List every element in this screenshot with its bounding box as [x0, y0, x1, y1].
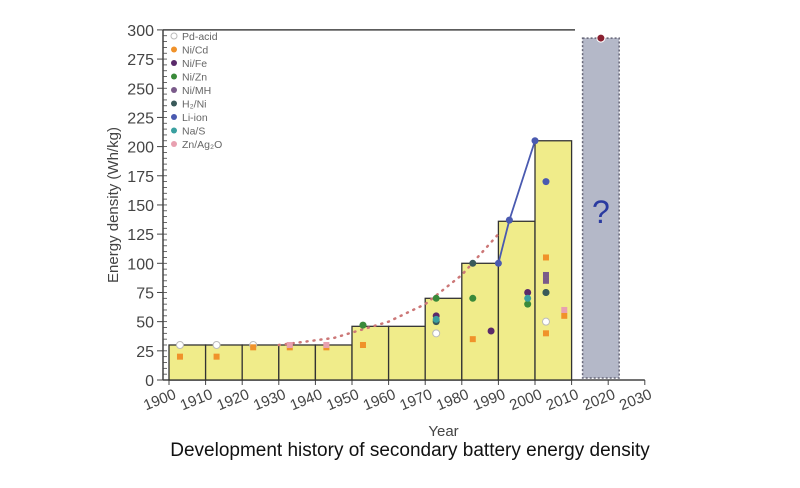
- data-point: [176, 353, 183, 360]
- y-tick-label: 75: [136, 285, 154, 302]
- bar: [204, 344, 243, 381]
- trend-line: [277, 232, 500, 347]
- data-point: [524, 288, 532, 296]
- y-tick-label: 275: [127, 52, 154, 69]
- x-tick-label: 1960: [361, 386, 398, 414]
- legend-marker: [171, 100, 177, 107]
- legend-marker: [171, 60, 177, 66]
- legend-label: H₂/Ni: [182, 99, 207, 111]
- legend-marker: [171, 87, 177, 93]
- bar: [424, 297, 463, 381]
- data-point: [432, 294, 440, 302]
- x-tick-label: 1970: [397, 386, 434, 414]
- data-point: [561, 306, 568, 313]
- y-tick-label: 200: [127, 140, 154, 157]
- data-point: [323, 341, 330, 348]
- data-point: [542, 178, 550, 186]
- data-point: [469, 336, 476, 343]
- y-tick-label: 175: [127, 169, 154, 186]
- data-point: [212, 340, 221, 349]
- y-tick-label: 150: [127, 198, 154, 215]
- data-point: [432, 329, 441, 338]
- legend-label: Zn/Ag₂O: [182, 139, 222, 151]
- legend-label: Ni/Zn: [182, 72, 207, 84]
- legend-marker: [171, 46, 177, 53]
- y-tick-label: 250: [127, 81, 154, 98]
- x-tick-label: 1950: [324, 386, 361, 414]
- data-point: [524, 300, 532, 308]
- y-tick-label: 25: [136, 344, 154, 361]
- data-point: [359, 341, 366, 348]
- legend-label: Na/S: [182, 126, 205, 138]
- y-tick-label: 0: [145, 373, 154, 390]
- data-point: [469, 294, 477, 302]
- y-tick-label: 225: [127, 110, 154, 127]
- data-point: [213, 353, 220, 360]
- data-point: [487, 327, 495, 335]
- data-point: [432, 315, 440, 323]
- bar: [534, 140, 573, 381]
- legend-label: Ni/Cd: [182, 45, 208, 57]
- future-question-mark: ?: [592, 194, 610, 230]
- data-point: [494, 259, 502, 267]
- data-point: [469, 259, 477, 267]
- y-tick-label: 100: [127, 256, 154, 273]
- legend-marker: [171, 73, 177, 80]
- legend-label: Li-ion: [182, 112, 208, 124]
- x-tick-label: 2010: [544, 386, 581, 414]
- bar: [241, 344, 280, 381]
- x-tick-label: 1930: [251, 386, 288, 414]
- bar: [314, 344, 353, 381]
- bar: [387, 325, 426, 381]
- data-point: [505, 216, 513, 224]
- data-point: [542, 271, 549, 278]
- data-point: [541, 317, 550, 326]
- x-tick-label: 1940: [288, 386, 325, 414]
- y-tick-label: 50: [136, 315, 154, 332]
- future-bar: [581, 37, 620, 379]
- future-point: [596, 33, 606, 43]
- data-point: [359, 321, 367, 329]
- bar: [278, 344, 317, 381]
- x-tick-label: 2020: [580, 386, 617, 414]
- y-axis-label: Energy density (Wh/kg): [105, 127, 122, 283]
- data-point: [561, 312, 568, 319]
- x-tick-label: 1910: [178, 386, 215, 414]
- x-tick-label: 1900: [141, 386, 178, 414]
- data-point: [250, 344, 257, 351]
- legend-marker: [171, 127, 177, 134]
- legend-marker: [170, 32, 178, 40]
- y-tick-label: 125: [127, 227, 154, 244]
- legend-marker: [171, 114, 177, 120]
- y-tick-label: 300: [127, 23, 154, 40]
- data-point: [286, 341, 293, 348]
- data-point: [542, 330, 549, 337]
- x-tick-label: 2030: [617, 386, 654, 414]
- x-tick-label: 1920: [214, 386, 251, 414]
- data-point: [175, 340, 184, 349]
- x-tick-label: 1980: [434, 386, 471, 414]
- bar: [461, 262, 500, 381]
- data-point: [531, 137, 539, 145]
- data-point: [542, 288, 550, 296]
- data-point: [542, 254, 549, 261]
- x-axis-label: Year: [428, 423, 458, 440]
- data-point: [542, 277, 549, 284]
- legend-label: Ni/MH: [182, 85, 211, 97]
- legend-label: Ni/Fe: [182, 58, 207, 70]
- legend-label: Pd-acid: [182, 31, 218, 43]
- bar: [168, 344, 207, 381]
- x-tick-label: 1990: [471, 386, 508, 414]
- data-point: [524, 294, 532, 302]
- bar: [351, 325, 390, 381]
- x-tick-label: 2000: [507, 386, 544, 414]
- chart-caption: Development history of secondary battery…: [170, 440, 650, 461]
- legend-marker: [171, 141, 177, 147]
